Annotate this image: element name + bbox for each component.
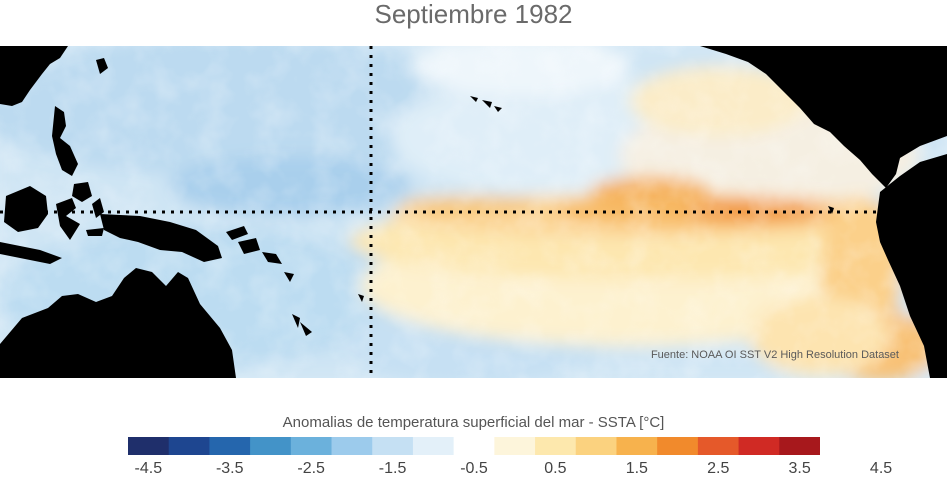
colorbar-tick-label: -4.5 <box>134 460 163 477</box>
colorbar-swatch <box>453 437 495 455</box>
colorbar-swatch <box>616 437 658 455</box>
colorbar-swatch <box>331 437 373 455</box>
colorbar-swatch <box>290 437 333 455</box>
colorbar-tick-label: -1.5 <box>378 460 407 477</box>
land-sulawesi <box>56 198 80 240</box>
colorbar-tick-label: -3.5 <box>215 460 244 477</box>
colorbar-swatch <box>412 437 455 455</box>
colorbar-swatch <box>168 437 211 455</box>
colorbar-swatch <box>697 437 740 455</box>
land-taiwan-philippines <box>52 106 78 176</box>
colorbar-swatch <box>494 437 536 455</box>
colorbar-tick-label: 1.5 <box>625 460 648 477</box>
land-borneo <box>4 186 48 232</box>
colorbar-swatch <box>657 437 699 455</box>
land-central-america <box>700 46 947 188</box>
land-java <box>0 242 62 264</box>
colorbar-tick-label: 4.5 <box>869 460 893 477</box>
colorbar-ticks: -4.5 -3.5 -2.5 -1.5 -0.5 0.5 1.5 2.5 3.5 4.5 <box>0 460 947 480</box>
colorbar-swatch <box>250 437 292 455</box>
colorbar-swatch <box>535 437 577 455</box>
map-title: Septiembre 1982 <box>374 0 573 29</box>
colorbar-label: Anomalias de temperatura superficial del… <box>282 414 665 431</box>
colorbar-tick-label: -0.5 <box>460 460 488 477</box>
land-asia <box>0 46 68 106</box>
land-australia <box>0 268 236 378</box>
land-south-america <box>876 154 947 378</box>
sst-anomaly-map <box>0 46 947 378</box>
colorbar <box>128 437 820 455</box>
land-masses <box>0 46 947 378</box>
colorbar-swatch <box>209 437 251 455</box>
colorbar-tick-label: -2.5 <box>297 460 325 477</box>
colorbar-tick-label: 0.5 <box>544 460 567 477</box>
land-new-guinea <box>100 214 222 262</box>
colorbar-tick-label: 3.5 <box>788 460 811 477</box>
colorbar-swatch <box>372 437 414 455</box>
colorbar-swatch <box>779 437 820 455</box>
source-credit: Fuente: NOAA OI SST V2 High Resolution D… <box>650 349 899 361</box>
colorbar-swatch <box>575 437 618 455</box>
colorbar-swatch <box>128 437 170 455</box>
land-hawaii <box>470 96 502 112</box>
colorbar-tick-label: 2.5 <box>707 460 730 477</box>
colorbar-swatch <box>738 437 780 455</box>
